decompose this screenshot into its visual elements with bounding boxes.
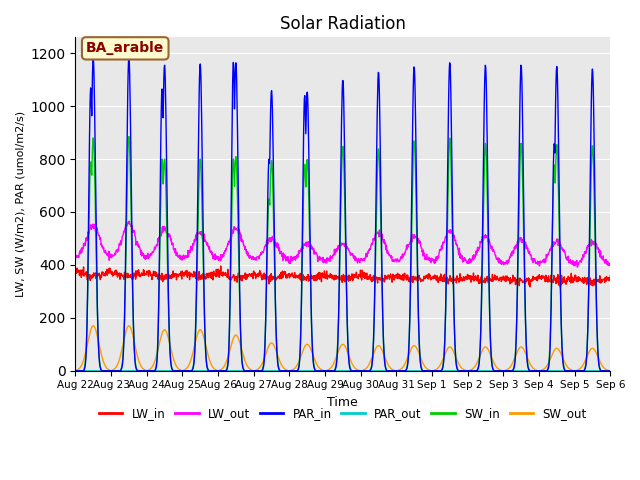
SW_in bbox=[191, 349, 198, 355]
Title: Solar Radiation: Solar Radiation bbox=[280, 15, 406, 33]
SW_in bbox=[251, 368, 259, 373]
Line: LW_in: LW_in bbox=[76, 266, 611, 288]
LW_out bbox=[496, 260, 504, 265]
PAR_in bbox=[178, 368, 186, 373]
PAR_in bbox=[543, 368, 551, 373]
SW_in bbox=[543, 368, 551, 373]
LW_in bbox=[251, 272, 259, 278]
PAR_out bbox=[607, 368, 614, 373]
PAR_in bbox=[251, 368, 259, 373]
PAR_in bbox=[72, 368, 79, 373]
PAR_out bbox=[426, 368, 433, 373]
LW_in bbox=[607, 273, 614, 279]
SW_in bbox=[426, 368, 434, 373]
PAR_in bbox=[125, 54, 132, 60]
PAR_out bbox=[177, 368, 185, 373]
PAR_in bbox=[607, 368, 614, 373]
PAR_in bbox=[426, 368, 434, 373]
Legend: LW_in, LW_out, PAR_in, PAR_out, SW_in, SW_out: LW_in, LW_out, PAR_in, PAR_out, SW_in, S… bbox=[94, 402, 592, 425]
LW_out bbox=[72, 253, 79, 259]
SW_out bbox=[251, 368, 259, 373]
LW_in bbox=[217, 263, 225, 269]
Line: PAR_in: PAR_in bbox=[76, 57, 611, 371]
SW_out bbox=[178, 368, 186, 373]
SW_in bbox=[178, 368, 186, 373]
LW_in bbox=[426, 274, 434, 280]
LW_out bbox=[191, 239, 198, 244]
LW_out bbox=[607, 263, 614, 268]
SW_out bbox=[496, 367, 504, 372]
PAR_out bbox=[543, 368, 550, 373]
SW_out bbox=[607, 368, 614, 373]
SW_out bbox=[72, 368, 79, 373]
LW_in bbox=[557, 285, 564, 290]
PAR_out bbox=[191, 368, 198, 373]
LW_out bbox=[125, 218, 132, 224]
PAR_out bbox=[495, 368, 503, 373]
LW_in bbox=[191, 274, 198, 279]
LW_in bbox=[72, 270, 79, 276]
SW_in bbox=[72, 368, 79, 373]
Text: BA_arable: BA_arable bbox=[86, 41, 164, 55]
SW_out bbox=[90, 323, 97, 329]
LW_in bbox=[177, 273, 185, 279]
SW_out bbox=[191, 342, 198, 348]
LW_out bbox=[251, 255, 259, 261]
LW_in bbox=[543, 276, 551, 282]
LW_in bbox=[496, 275, 504, 280]
Y-axis label: LW, SW (W/m2), PAR (umol/m2/s): LW, SW (W/m2), PAR (umol/m2/s) bbox=[15, 111, 25, 297]
PAR_in bbox=[496, 368, 504, 373]
X-axis label: Time: Time bbox=[328, 396, 358, 409]
LW_out bbox=[426, 256, 434, 262]
PAR_in bbox=[191, 349, 198, 355]
Line: SW_out: SW_out bbox=[76, 326, 611, 371]
Line: SW_in: SW_in bbox=[76, 137, 611, 371]
SW_out bbox=[426, 367, 434, 373]
Line: LW_out: LW_out bbox=[76, 221, 611, 267]
LW_out bbox=[543, 252, 551, 258]
SW_in bbox=[607, 368, 614, 373]
LW_out bbox=[178, 254, 186, 260]
PAR_out bbox=[250, 368, 258, 373]
PAR_out bbox=[72, 368, 79, 373]
SW_in bbox=[496, 368, 504, 373]
SW_out bbox=[543, 362, 551, 368]
LW_out bbox=[573, 264, 581, 270]
SW_in bbox=[125, 134, 132, 140]
